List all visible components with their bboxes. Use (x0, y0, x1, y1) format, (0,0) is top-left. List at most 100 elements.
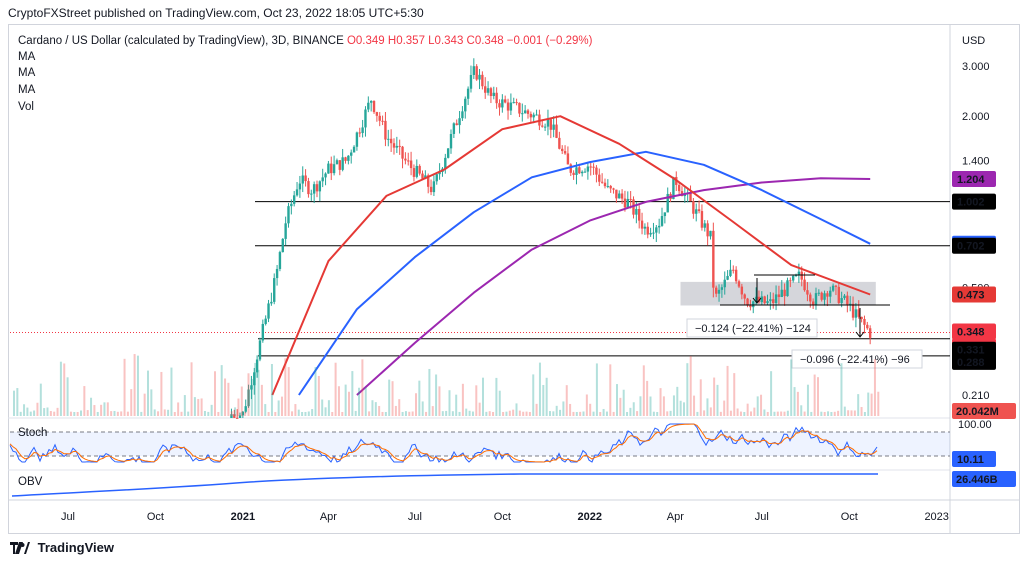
volume-bar (713, 377, 716, 416)
volume-bar (267, 411, 270, 416)
volume-bar (863, 411, 866, 416)
candle-body (868, 328, 872, 338)
volume-bar (19, 411, 22, 416)
volume-bar (247, 373, 250, 416)
candle-body (369, 100, 373, 103)
candle-body (332, 164, 336, 174)
volume-bar (234, 407, 237, 416)
price-axis-label-bg (952, 353, 996, 370)
volume-bar (498, 390, 501, 416)
volume-bar (535, 403, 538, 416)
ma-purple-line (356, 177, 871, 396)
price-axis-label: 0.348 (957, 327, 985, 339)
stoch-last-label: 10.11 (957, 454, 984, 466)
candle-body (292, 195, 296, 204)
legend-ma-2[interactable]: MA (18, 67, 36, 79)
candle-body (609, 185, 612, 189)
symbol-name[interactable]: Cardano / US Dollar (calculated by Tradi… (18, 35, 344, 47)
candle-body (338, 160, 342, 170)
candle-body (418, 165, 421, 174)
volume-bar (374, 402, 377, 416)
candle-body (452, 123, 456, 134)
footer-brand[interactable]: TradingView (10, 539, 114, 555)
volume-bar (709, 407, 712, 416)
legend-ma-3[interactable]: MA (18, 84, 36, 96)
candle-body (464, 98, 467, 112)
volume-bar (656, 411, 659, 416)
volume-bar (418, 380, 421, 416)
volume-bar (616, 384, 618, 416)
volume-bar (86, 410, 89, 416)
legend-obv[interactable]: OBV (18, 476, 43, 488)
legend-stoch[interactable]: Stoch (18, 427, 48, 439)
candle-body (646, 226, 649, 235)
volume-bar (33, 410, 36, 416)
volume-bar (167, 409, 170, 416)
volume-bar (140, 411, 143, 416)
stoch-label-bg (952, 451, 996, 467)
candle-body (407, 160, 410, 162)
candle-body (475, 66, 478, 80)
volume-bar (404, 411, 407, 416)
volume-bar (599, 412, 602, 416)
volume-bar (364, 387, 367, 416)
volume-bar (666, 411, 669, 416)
volume-bar (438, 386, 441, 416)
volume-bar (113, 410, 116, 416)
volume-bar (649, 396, 652, 416)
volume-bar (264, 404, 267, 416)
volume-bar (502, 411, 505, 416)
candle-body (549, 119, 553, 130)
footer-brand-text: TradingView (37, 540, 114, 556)
stoch-tick-label: 100.00 (958, 419, 992, 431)
volume-bar (291, 411, 294, 416)
candle-body (372, 100, 376, 113)
stoch-d-line (9, 423, 878, 463)
legend-ma-1[interactable]: MA (18, 51, 36, 63)
volume-bar (468, 410, 471, 416)
measure-annotation-text: −0.096 (−22.41%) −96 (800, 354, 910, 366)
volume-bar (103, 402, 106, 416)
volume-bar (545, 377, 548, 416)
candle-body (515, 102, 518, 104)
candle-body (837, 286, 840, 303)
volume-bar (270, 364, 273, 416)
candle-body (312, 184, 316, 194)
volume-bar (150, 389, 153, 416)
legend-vol[interactable]: Vol (18, 101, 34, 113)
candle-body (769, 299, 772, 302)
volume-bar (686, 363, 689, 416)
volume-bar (391, 381, 394, 416)
volume-bar (428, 368, 431, 416)
candle-body (275, 268, 279, 279)
volume-bar (96, 411, 99, 416)
candle-body (404, 158, 407, 161)
candle-body (304, 175, 307, 182)
time-tick-label: 2022 (578, 511, 602, 523)
candle-body (324, 173, 327, 178)
candle-body (330, 163, 333, 174)
candle-body (783, 289, 786, 297)
volume-bar (619, 397, 622, 416)
volume-bar (163, 409, 166, 416)
volume-bar (39, 383, 42, 416)
time-tick-label: Apr (667, 511, 684, 523)
price-axis-label-bg (952, 237, 996, 254)
volume-bar (200, 398, 203, 416)
volume-bar (334, 362, 337, 416)
volume-bar (622, 389, 625, 416)
volume-bar (679, 400, 682, 416)
volume-bar (197, 398, 200, 416)
candle-body (809, 294, 812, 302)
volume-bar (106, 402, 109, 416)
volume-bar (475, 385, 478, 416)
volume-bar (351, 371, 354, 416)
chart-frame (8, 24, 1020, 534)
ma-red-line (271, 115, 871, 396)
volume-bar (471, 411, 474, 416)
volume-bar (301, 411, 304, 416)
candle-body (395, 145, 399, 148)
volume-bar (327, 400, 330, 416)
candle-body (703, 223, 706, 228)
